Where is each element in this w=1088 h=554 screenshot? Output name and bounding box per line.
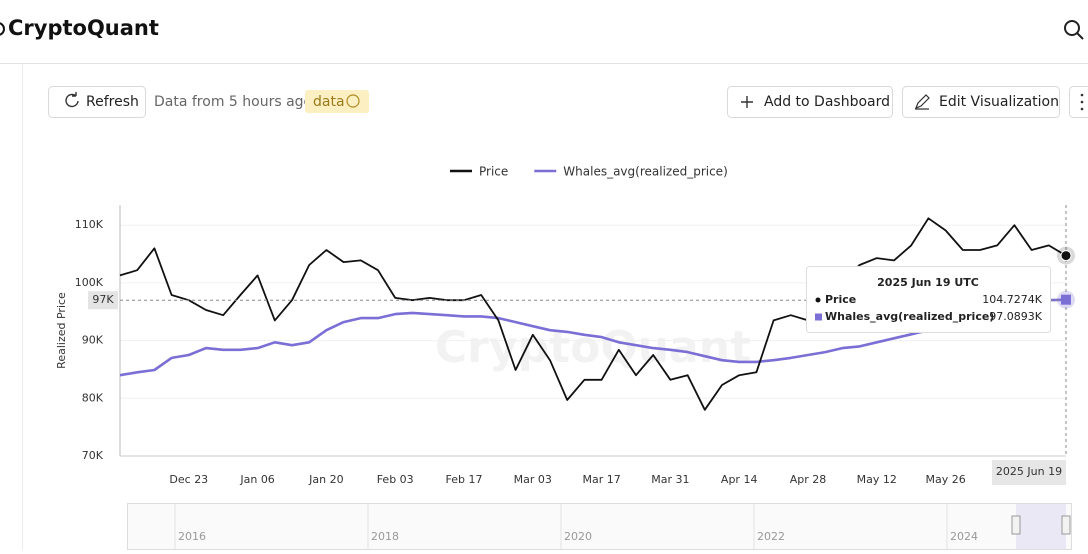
y-tick-label: 110K — [75, 218, 104, 231]
x-tick-label: Mar 17 — [582, 473, 620, 486]
edit-visualization-label: Edit Visualization — [939, 94, 1059, 110]
x-tick-label: Jan 20 — [308, 473, 343, 486]
y-tick-label: 80K — [82, 391, 104, 404]
more-button[interactable] — [1070, 87, 1088, 118]
x-tick-label: Feb 03 — [377, 473, 414, 486]
point — [1061, 251, 1071, 261]
point — [1061, 295, 1071, 305]
crosshair-x-label: 2025 Jun 19 — [996, 465, 1062, 478]
data-from: Data from 5 hours ago — [154, 94, 312, 110]
x-tick-label: May 12 — [857, 473, 897, 486]
x-tick-label: Mar 31 — [651, 473, 689, 486]
tooltip-title: 2025 Jun 19 UTC — [877, 276, 979, 289]
chart: Price Whales_avg(realized_price) CryptoQua… — [55, 165, 1075, 550]
x-tick-label: May 26 — [925, 473, 965, 486]
navigator-window — [1016, 504, 1066, 549]
x-tick-label: Apr 28 — [790, 473, 827, 486]
x-tick-label: Dec 23 — [169, 473, 208, 486]
add-dashboard-label: Add to Dashboard — [764, 94, 890, 110]
x-tick-label: Jan 06 — [239, 473, 274, 486]
navigator-label: 2020 — [564, 530, 592, 543]
logo[interactable]: CryptoQuant — [8, 16, 159, 40]
navigator-label: 2018 — [371, 530, 399, 543]
tooltip-series: Price — [825, 293, 856, 306]
x-tick-label: Apr 14 — [721, 473, 758, 486]
crosshair-y-label: 97K — [92, 293, 114, 306]
x-tick-label: Feb 17 — [446, 473, 483, 486]
tooltip-value: 104.7274K — [982, 293, 1042, 306]
refresh-label: Refresh — [86, 94, 139, 110]
header — [0, 0, 1088, 63]
navigator-label: 2022 — [757, 530, 785, 543]
y-tick-label: 90K — [82, 334, 104, 347]
legend-label[interactable]: Whales_avg(realized_price) — [563, 165, 727, 179]
tooltip-marker — [816, 298, 821, 303]
legend-label[interactable]: Price — [479, 165, 508, 179]
y-tick-label: 70K — [82, 449, 104, 462]
y-tick-label: 100K — [75, 276, 104, 289]
tooltip-series: Whales_avg(realized_price) — [825, 310, 994, 323]
x-tick-label: Mar 03 — [514, 473, 552, 486]
tooltip-marker — [815, 314, 822, 321]
navigator-label: 2016 — [178, 530, 206, 543]
navigator-handle[interactable] — [1062, 516, 1070, 534]
navigator[interactable] — [128, 504, 1072, 550]
watermark: CryptoQuant — [435, 322, 751, 373]
badge-label: data — [313, 94, 345, 110]
navigator-label: 2024 — [950, 530, 978, 543]
navigator-handle[interactable] — [1012, 516, 1020, 534]
y-axis-label: Realized Price — [55, 292, 68, 369]
tooltip-value: 97.0893K — [989, 310, 1042, 323]
